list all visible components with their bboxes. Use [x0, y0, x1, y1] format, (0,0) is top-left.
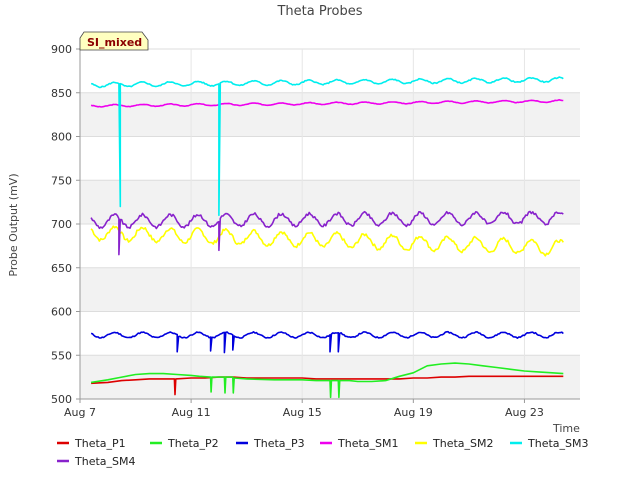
- series-line-theta_p1: [91, 375, 564, 396]
- legend-item-theta_sm2: Theta_SM2: [415, 437, 493, 450]
- y-tick-label: 900: [51, 43, 72, 56]
- y-tick-label: 800: [51, 131, 72, 144]
- legend-item-theta_sm3: Theta_SM3: [510, 437, 588, 450]
- series-line-theta_p3: [90, 330, 564, 354]
- legend-label: Theta_P2: [167, 437, 219, 450]
- x-tick-label: Aug 15: [283, 406, 322, 419]
- legend-item-theta_sm1: Theta_SM1: [320, 437, 398, 450]
- legend-label: Theta_P1: [74, 437, 126, 450]
- series-line-theta_p2: [90, 362, 564, 399]
- axes: 500 550 600 650 700 750 800 850 900 Aug 7 Aug 11 Au…: [51, 43, 580, 419]
- x-axis-label: Time: [552, 422, 580, 435]
- legend-label: Theta_SM2: [432, 437, 493, 450]
- series-lines: [90, 76, 564, 399]
- y-axis-label: Probe Output (mV): [7, 173, 20, 276]
- series-line-theta_sm2: [90, 225, 564, 257]
- series-line-theta_sm4: [90, 210, 564, 256]
- band: [80, 92, 580, 137]
- legend-label: Theta_SM3: [527, 437, 588, 450]
- y-tick-label: 650: [51, 262, 72, 275]
- legend-item-theta_p1: Theta_P1: [57, 437, 126, 450]
- series-badge: SI_mixed: [79, 31, 149, 51]
- y-tick-label: 550: [51, 349, 72, 362]
- x-tick-label: Aug 23: [505, 406, 544, 419]
- x-tick-label: Aug 11: [172, 406, 211, 419]
- y-tick-label: 500: [51, 393, 72, 406]
- band: [80, 180, 580, 224]
- series-line-theta_sm3: [91, 76, 564, 217]
- x-tick-label: Aug 19: [394, 406, 433, 419]
- y-tick-label: 850: [51, 87, 72, 100]
- badge-label: SI_mixed: [87, 36, 142, 49]
- band: [80, 267, 580, 312]
- y-tick-label: 600: [51, 306, 72, 319]
- legend-label: Theta_SM1: [337, 437, 398, 450]
- legend-label: Theta_P3: [253, 437, 305, 450]
- x-tick-label: Aug 7: [64, 406, 96, 419]
- legend-item-theta_sm4: Theta_SM4: [57, 455, 135, 468]
- legend-item-theta_p3: Theta_P3: [236, 437, 305, 450]
- y-tick-label: 700: [51, 218, 72, 231]
- legend-item-theta_p2: Theta_P2: [150, 437, 219, 450]
- y-tick-label: 750: [51, 174, 72, 187]
- chart-title: Theta Probes: [276, 4, 362, 19]
- legend: Theta_P1 Theta_P2 Theta_P3 Theta_SM1 Theta_S…: [57, 437, 588, 468]
- series-line-theta_sm1: [90, 99, 564, 108]
- legend-label: Theta_SM4: [74, 455, 135, 468]
